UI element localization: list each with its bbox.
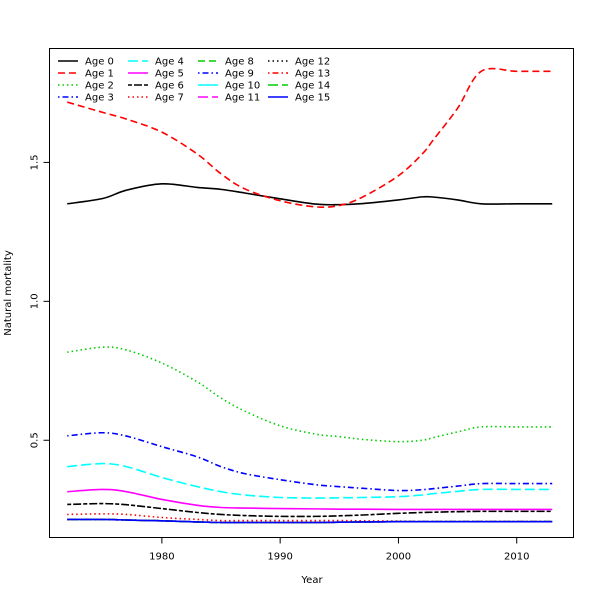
y-tick-label: 1.0 — [30, 293, 41, 309]
legend-entry-age-13: Age 13 — [268, 69, 330, 80]
series-line-age-5 — [67, 488, 553, 511]
legend-label: Age 7 — [155, 93, 184, 104]
legend-label: Age 8 — [225, 57, 254, 68]
legend-entry-age-10: Age 10 — [198, 81, 260, 92]
legend-entry-age-5: Age 5 — [128, 69, 184, 80]
legend-label: Age 12 — [295, 57, 330, 68]
x-axis-title: Year — [300, 575, 323, 586]
y-tick-label: 1.5 — [30, 154, 41, 170]
legend-entry-age-15: Age 15 — [268, 93, 330, 104]
series-line-age-3 — [67, 431, 553, 492]
legend-entry-age-11: Age 11 — [198, 93, 260, 104]
legend-label: Age 14 — [295, 81, 330, 92]
plot-frame — [49, 48, 574, 538]
series-line-age-1 — [67, 67, 553, 209]
legend-entry-age-2: Age 2 — [58, 81, 114, 92]
legend-entry-age-7: Age 7 — [128, 93, 184, 104]
series-line-age-4 — [67, 462, 553, 499]
legend-label: Age 10 — [225, 81, 260, 92]
series-line-age-15 — [67, 518, 553, 524]
legend-label: Age 11 — [225, 93, 260, 104]
legend-entry-age-14: Age 14 — [268, 81, 330, 92]
series-line-age-6 — [67, 502, 553, 518]
legend-label: Age 6 — [155, 81, 184, 92]
legend-entry-age-12: Age 12 — [268, 57, 330, 68]
legend-label: Age 0 — [85, 57, 114, 68]
series-line-age-2 — [67, 346, 553, 443]
legend-entry-age-6: Age 6 — [128, 81, 184, 92]
y-axis-title: Natural mortality — [3, 250, 14, 336]
legend-entry-age-1: Age 1 — [58, 69, 114, 80]
x-tick-label: 2010 — [504, 552, 529, 563]
legend-label: Age 13 — [295, 69, 330, 80]
legend-entry-age-0: Age 0 — [58, 57, 114, 68]
legend-label: Age 9 — [225, 69, 254, 80]
legend-label: Age 1 — [85, 69, 114, 80]
legend-label: Age 4 — [155, 57, 184, 68]
legend-label: Age 5 — [155, 69, 184, 80]
legend-label: Age 2 — [85, 81, 114, 92]
series-layer — [67, 67, 553, 524]
legend-label: Age 3 — [85, 93, 114, 104]
y-axis: 0.5 1.0 1.5 — [30, 154, 50, 448]
legend-label: Age 15 — [295, 93, 330, 104]
legend-entry-age-9: Age 9 — [198, 69, 254, 80]
series-line-age-0 — [67, 182, 553, 206]
legend-entry-age-4: Age 4 — [128, 57, 184, 68]
x-tick-label: 2000 — [386, 552, 411, 563]
legend-entry-age-8: Age 8 — [198, 57, 254, 68]
x-axis: 1980 1990 2000 2010 — [149, 537, 529, 563]
x-tick-label: 1990 — [267, 552, 292, 563]
y-tick-label: 0.5 — [30, 432, 41, 448]
legend-entry-age-3: Age 3 — [58, 93, 114, 104]
x-tick-label: 1980 — [149, 552, 174, 563]
